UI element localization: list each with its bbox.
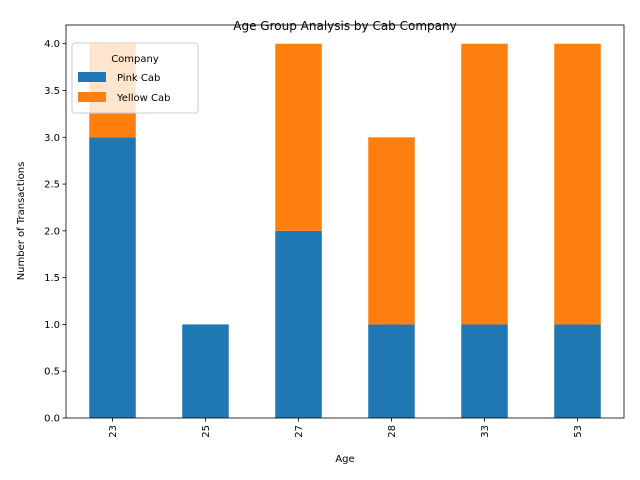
y-axis-label: Number of Transactions: [16, 162, 27, 281]
x-axis-label: Age: [335, 454, 354, 465]
x-tick-label: 27: [294, 425, 305, 438]
legend: Company Pink Cab Yellow Cab: [71, 42, 199, 114]
y-tick-label: 3.0: [44, 133, 60, 144]
x-ticks: 23 25 27 28 33 53: [108, 418, 584, 438]
y-tick-label: 2.5: [44, 180, 60, 191]
bar-pink-cab-28: [368, 324, 415, 418]
bar-yellow-cab-27: [275, 43, 322, 231]
legend-label: Yellow Cab: [116, 93, 170, 104]
y-tick-label: 3.5: [44, 86, 60, 97]
bar-pink-cab-23: [89, 137, 136, 419]
y-tick-label: 1.5: [44, 273, 60, 284]
bar-yellow-cab-53: [554, 43, 601, 325]
bar-yellow-cab-28: [368, 137, 415, 325]
x-tick-label: 25: [201, 425, 212, 438]
x-tick-label: 28: [387, 425, 398, 438]
y-tick-label: 2.0: [44, 226, 60, 237]
legend-label: Pink Cab: [117, 73, 160, 84]
bar-pink-cab-27: [275, 230, 322, 418]
plot-frame: [65, 24, 625, 419]
y-tick-label: 1.0: [44, 320, 60, 331]
legend-swatch: [78, 72, 106, 82]
chart-title: Age Group Analysis by Cab Company: [233, 19, 456, 33]
legend-swatch: [78, 92, 106, 102]
bar-pink-cab-25: [182, 324, 229, 418]
y-tick-label: 0.0: [44, 414, 60, 425]
y-tick-label: 4.0: [44, 39, 60, 50]
x-tick-label: 33: [480, 425, 491, 438]
bar-yellow-cab-33: [461, 43, 508, 325]
x-tick-label: 23: [108, 425, 119, 438]
bar-pink-cab-33: [461, 324, 508, 418]
legend-title: Company: [111, 54, 159, 65]
legend-items: Pink Cab Yellow Cab: [78, 72, 170, 104]
y-tick-label: 0.5: [44, 367, 60, 378]
x-tick-label: 53: [573, 425, 584, 438]
bar-pink-cab-53: [554, 324, 601, 418]
y-ticks: 0.0 0.5 1.0 1.5 2.0 2.5 3.0 3.5 4.0: [44, 39, 66, 425]
